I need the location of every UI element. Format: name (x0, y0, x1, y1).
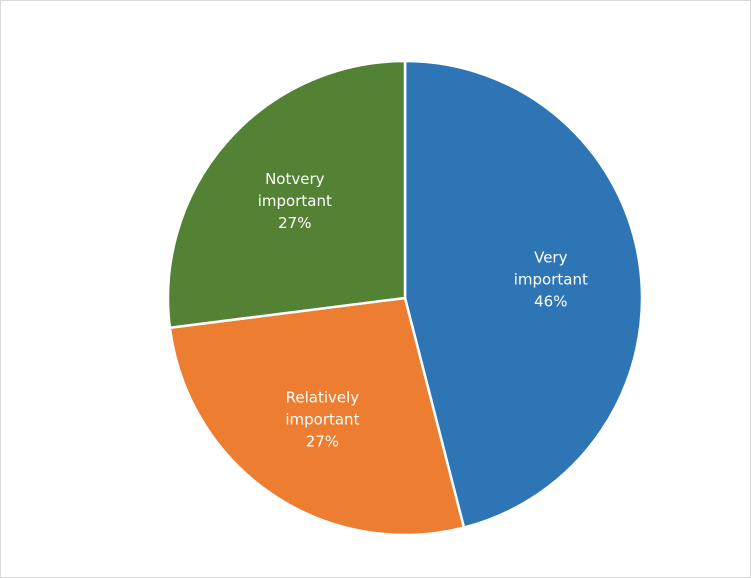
category-label: important (258, 192, 332, 210)
category-label: important (285, 411, 359, 429)
pie-slice-2 (166, 59, 407, 329)
category-label: Notvery (265, 170, 325, 188)
data-label-1: Relatively important 27% (285, 389, 359, 451)
percent-label: 27% (278, 214, 311, 232)
pie-slice-0 (403, 59, 644, 529)
percent-label: 27% (306, 433, 339, 451)
category-label: Relatively (286, 389, 360, 407)
percent-label: 46% (534, 293, 567, 311)
pie-slice-1 (168, 296, 466, 537)
data-label-0: Very important 46% (514, 249, 588, 311)
data-label-2: Notvery important 27% (258, 170, 332, 232)
category-label: Very (534, 249, 567, 267)
category-label: important (514, 271, 588, 289)
